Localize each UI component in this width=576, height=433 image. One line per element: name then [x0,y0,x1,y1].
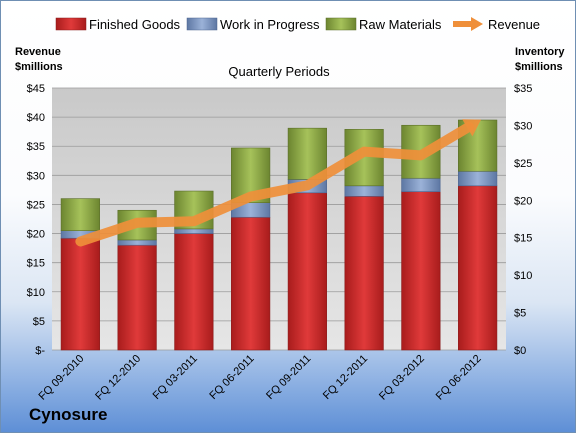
x-tick-label: FQ 03-2011 [151,353,200,402]
right-axis-title-line2: $millions [515,61,563,73]
legend-label-raw-materials: Raw Materials [359,17,442,32]
bar-work-in-progress [401,177,441,192]
revenue-arrowhead [462,119,482,137]
x-tick-label: FQ 12-2011 [321,353,370,402]
right-tick-label: $35 [514,83,532,95]
left-tick-label: $- [35,345,45,357]
left-tick-label: $35 [27,141,45,153]
x-axis-ticks: FQ 09-2010 FQ 12-2010 FQ 03-2011 FQ 06-2011… [37,353,484,403]
left-tick-label: $45 [27,83,45,95]
bar-work-in-progress [117,239,157,246]
right-tick-label: $0 [514,345,526,357]
left-tick-label: $40 [27,112,45,124]
bar-finished-goods [401,191,441,351]
right-tick-label: $20 [514,195,532,207]
bar-work-in-progress [174,228,214,234]
right-tick-label: $15 [514,233,532,245]
left-tick-label: $20 [27,229,45,241]
right-tick-label: $25 [514,158,532,170]
revenue-line-layer [75,119,482,247]
x-tick-label: FQ 12-2010 [93,353,143,403]
x-tick-label: FQ 09-2011 [264,353,313,402]
legend-swatch-work-in-progress [186,17,218,31]
legend-item-raw-materials: Raw Materials [325,17,442,32]
bar-finished-goods [287,192,327,351]
right-axis-title-line1: Inventory [515,46,565,58]
legend-arrow-revenue [471,17,483,31]
legend-item-finished-goods: Finished Goods [55,17,181,32]
left-tick-label: $15 [27,258,45,270]
left-tick-label: $10 [27,287,45,299]
x-tick-label: FQ 03-2012 [377,353,427,403]
legend-item-revenue: Revenue [453,17,540,32]
right-tick-label: $30 [514,120,532,132]
left-tick-label: $25 [27,199,45,211]
bar-raw-materials [60,198,100,231]
bar-work-in-progress [458,170,498,187]
x-tick-label: FQ 09-2010 [37,353,87,403]
legend-swatch-raw-materials [325,17,357,31]
left-axis-ticks: $- $5 $10 $15 $20 $25 $30 $35 $40 $45 [27,83,46,357]
bar-finished-goods [344,195,384,351]
revenue-line [75,121,475,247]
legend-item-work-in-progress: Work in Progress [186,17,320,32]
bar-finished-goods [174,233,214,351]
bar-raw-materials [287,127,327,180]
chart-title: Quarterly Periods [228,64,330,79]
legend-swatch-finished-goods [55,17,87,31]
legend-label-work-in-progress: Work in Progress [220,17,320,32]
bar-finished-goods [117,244,157,351]
company-name: Cynosure [29,405,108,424]
left-axis-title-line2: $millions [15,61,63,73]
legend-label-finished-goods: Finished Goods [89,17,181,32]
right-tick-label: $5 [514,308,526,320]
bar-finished-goods [231,216,271,351]
legend: Finished Goods Work in Progress Raw Mate… [55,17,540,32]
bar-finished-goods [60,237,100,351]
bar-work-in-progress [344,185,384,197]
right-axis-ticks: $0 $5 $10 $15 $20 $25 $30 $35 [514,83,532,357]
x-tick-label: FQ 06-2011 [207,353,256,402]
left-tick-label: $5 [33,316,45,328]
bar-finished-goods [458,185,498,351]
legend-label-revenue: Revenue [488,17,540,32]
left-tick-label: $30 [27,170,45,182]
left-axis-title-line1: Revenue [15,46,61,58]
right-tick-label: $10 [514,270,532,282]
x-tick-label: FQ 06-2012 [434,353,484,403]
